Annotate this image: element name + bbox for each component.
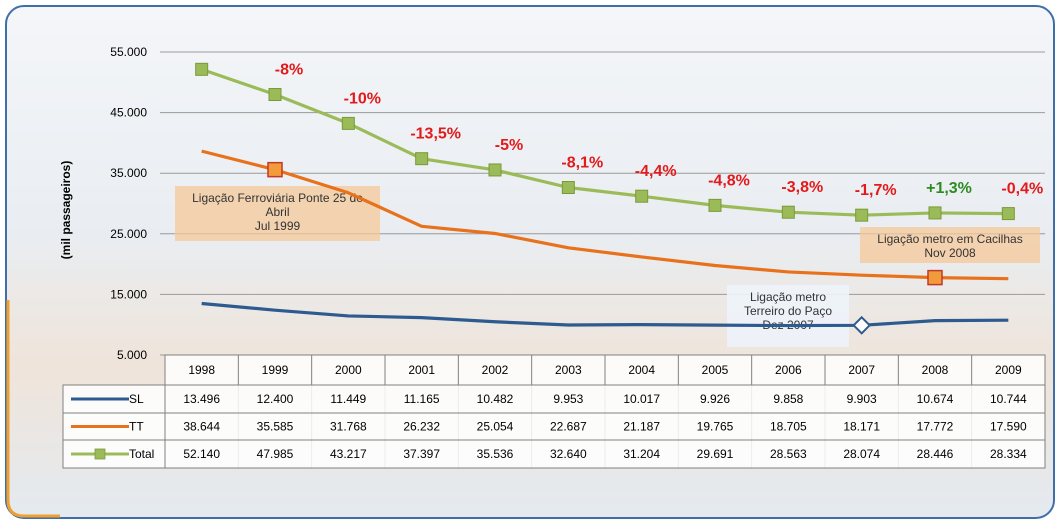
legend-marker bbox=[95, 449, 105, 459]
annotation-text: Terreiro do Paço bbox=[744, 304, 832, 318]
highlight-marker bbox=[268, 163, 282, 177]
table-cell: 31.768 bbox=[330, 420, 367, 434]
table-cell: 11.449 bbox=[330, 392, 366, 406]
x-tick-label: 2005 bbox=[702, 363, 729, 377]
legend-label: SL bbox=[129, 392, 144, 406]
table-cell: 29.691 bbox=[697, 447, 734, 461]
x-tick-label: 1998 bbox=[188, 363, 215, 377]
table-cell: 28.563 bbox=[770, 447, 807, 461]
x-tick-label: 2002 bbox=[482, 363, 509, 377]
point-marker bbox=[269, 89, 281, 101]
point-marker bbox=[856, 209, 868, 221]
x-tick-label: 2007 bbox=[848, 363, 875, 377]
x-tick-label: 2003 bbox=[555, 363, 582, 377]
table-cell: 35.536 bbox=[477, 447, 514, 461]
highlight-marker bbox=[928, 271, 942, 285]
y-tick-label: 5.000 bbox=[117, 348, 147, 362]
table-cell: 10.482 bbox=[477, 392, 514, 406]
point-marker bbox=[1002, 208, 1014, 220]
point-marker bbox=[342, 117, 354, 129]
point-marker bbox=[709, 199, 721, 211]
table-cell: 28.074 bbox=[843, 447, 880, 461]
annotation-text: Abril bbox=[265, 205, 289, 219]
table-cell: 35.585 bbox=[257, 420, 294, 434]
table-cell: 28.334 bbox=[990, 447, 1027, 461]
table-cell: 17.590 bbox=[990, 420, 1027, 434]
table-cell: 11.165 bbox=[404, 392, 440, 406]
table-cell: 43.217 bbox=[330, 447, 367, 461]
point-marker bbox=[196, 63, 208, 75]
table-cell: 17.772 bbox=[917, 420, 954, 434]
table-cell: 52.140 bbox=[183, 447, 220, 461]
chart: (mil passageiros) 5.000 15.000 25.000 35.00… bbox=[0, 0, 1060, 522]
y-tick-label: 35.000 bbox=[110, 166, 147, 180]
change-label: -13,5% bbox=[410, 126, 461, 143]
change-label: -8% bbox=[275, 62, 303, 79]
annotation-text: Ligação Ferroviária Ponte 25 de bbox=[192, 191, 363, 205]
table-cell: 10.744 bbox=[990, 392, 1027, 406]
table-cell: 9.926 bbox=[700, 392, 730, 406]
x-tick-label: 1999 bbox=[262, 363, 289, 377]
y-tick-label: 25.000 bbox=[110, 227, 147, 241]
change-label: -8,1% bbox=[561, 155, 603, 172]
point-marker bbox=[636, 190, 648, 202]
change-label: +1,3% bbox=[926, 180, 972, 197]
annotation-text: Nov 2008 bbox=[924, 246, 976, 260]
legend-label: Total bbox=[129, 447, 154, 461]
change-label: -10% bbox=[344, 90, 381, 107]
table-cell: 18.171 bbox=[843, 420, 880, 434]
table-cell: 38.644 bbox=[183, 420, 220, 434]
point-marker bbox=[562, 182, 574, 194]
x-tick-label: 2000 bbox=[335, 363, 362, 377]
x-tick-label: 2008 bbox=[922, 363, 949, 377]
table-cell: 18.705 bbox=[770, 420, 807, 434]
table-cell: 21.187 bbox=[623, 420, 660, 434]
x-tick-label: 2009 bbox=[995, 363, 1022, 377]
x-tick-label: 2006 bbox=[775, 363, 802, 377]
table-cell: 13.496 bbox=[183, 392, 220, 406]
table-cell: 22.687 bbox=[550, 420, 587, 434]
table-cell: 10.674 bbox=[917, 392, 954, 406]
x-tick-label: 2001 bbox=[408, 363, 435, 377]
table-cell: 9.953 bbox=[553, 392, 583, 406]
y-tick-label: 55.000 bbox=[110, 45, 147, 59]
point-marker bbox=[929, 207, 941, 219]
legend-label: TT bbox=[129, 420, 144, 434]
point-marker bbox=[416, 153, 428, 165]
y-tick-label: 15.000 bbox=[110, 287, 147, 301]
table-cell: 28.446 bbox=[917, 447, 954, 461]
table-cell: 26.232 bbox=[403, 420, 440, 434]
change-label: -3,8% bbox=[781, 179, 823, 196]
table-cell: 12.400 bbox=[257, 392, 294, 406]
table-cell: 9.903 bbox=[847, 392, 877, 406]
table-cell: 37.397 bbox=[403, 447, 440, 461]
table-cell: 47.985 bbox=[257, 447, 294, 461]
data-table: 1998 1999 2000 2001 2002 2003 2004 2005 2006 2007… bbox=[63, 355, 1045, 468]
table-cell: 10.017 bbox=[623, 392, 660, 406]
table-cell: 32.640 bbox=[550, 447, 587, 461]
annotation-text: Jul 1999 bbox=[255, 219, 301, 233]
point-marker bbox=[489, 164, 501, 176]
change-label: -1,7% bbox=[855, 182, 897, 199]
y-axis-label: (mil passageiros) bbox=[59, 161, 73, 260]
page: {"chart_data": { "type": "line", "y_labe… bbox=[0, 0, 1060, 527]
x-tick-label: 2004 bbox=[628, 363, 655, 377]
table-cell: 19.765 bbox=[697, 420, 734, 434]
change-label: -0,4% bbox=[1001, 181, 1043, 198]
change-label: -4,8% bbox=[708, 172, 750, 189]
table-cell: 31.204 bbox=[623, 447, 660, 461]
change-label: -5% bbox=[495, 137, 523, 154]
table-cell: 25.054 bbox=[477, 420, 514, 434]
change-label: -4,4% bbox=[635, 163, 677, 180]
annotation-text: Ligação metro bbox=[750, 290, 826, 304]
point-marker bbox=[782, 206, 794, 218]
y-tick-label: 45.000 bbox=[110, 106, 147, 120]
table-cell: 9.858 bbox=[773, 392, 803, 406]
annotation-text: Ligação metro em Cacilhas bbox=[877, 232, 1022, 246]
